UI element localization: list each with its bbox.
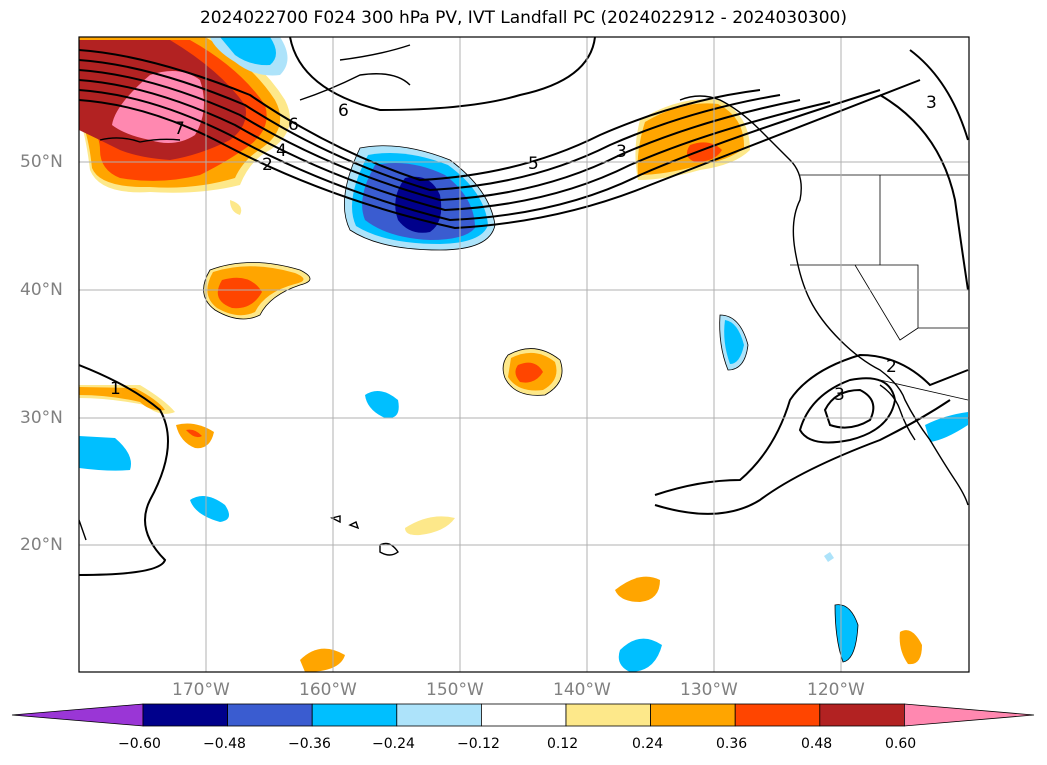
- gridlines: [79, 37, 969, 672]
- colorbar: [11, 703, 1035, 727]
- colorbar-tick-label: −0.60: [118, 736, 161, 752]
- lon-label: 150°W: [426, 680, 484, 700]
- colorbar-segment: [142, 703, 228, 727]
- political-borders: [790, 174, 969, 401]
- map-title: 2024022700 F024 300 hPa PV, IVT Landfall…: [199, 8, 847, 28]
- contour-label: 6: [338, 101, 349, 121]
- lon-label: 120°W: [807, 680, 865, 700]
- lat-label: 50°N: [20, 152, 63, 172]
- lat-label: 40°N: [20, 280, 63, 300]
- colorbar-segment: [396, 703, 482, 727]
- map-border: [78, 36, 970, 673]
- colorbar-tick-label: 0.60: [885, 736, 917, 752]
- colorbar-segment: [565, 703, 651, 727]
- contour-label: 3: [834, 385, 845, 405]
- lat-label: 30°N: [20, 408, 63, 428]
- colorbar-extend-low: [11, 703, 144, 727]
- colorbar-tick-label: −0.36: [288, 736, 331, 752]
- contour-label-group: 1 2 3 4 5 6 7 1 2 3 3 5 6: [110, 93, 937, 405]
- colorbar-tick-label: 0.24: [632, 736, 664, 752]
- contour-label: 1: [110, 379, 121, 399]
- colorbar-tick-label: 0.12: [547, 736, 579, 752]
- colorbar-segment: [650, 703, 736, 727]
- pv-anomaly-trough: [344, 145, 495, 250]
- contour-label: 3: [616, 142, 627, 162]
- lon-label: 140°W: [553, 680, 611, 700]
- contour-label: 2: [262, 155, 273, 175]
- lon-label: 170°W: [172, 680, 230, 700]
- colorbar-extend-high: [904, 703, 1035, 727]
- lon-label: 130°W: [680, 680, 738, 700]
- colorbar-tick-label: 0.48: [801, 736, 833, 752]
- map-plot-area: 1 2 3 4 5 6 7 1 2 3 3 5 6: [79, 37, 969, 672]
- contour-label: 6: [288, 115, 299, 135]
- colorbar-segment: [227, 703, 313, 727]
- pv-anomaly-40n: [203, 262, 310, 319]
- lon-label: 160°W: [299, 680, 357, 700]
- lat-label: 20°N: [20, 535, 63, 555]
- colorbar-segment: [311, 703, 398, 727]
- colorbar-tick-label: −0.48: [203, 736, 246, 752]
- pv-anomaly-subtropic: [503, 348, 563, 396]
- contour-label: 7: [174, 119, 185, 139]
- colorbar-tick-label: 0.36: [716, 736, 748, 752]
- colorbar-segment: [819, 703, 905, 727]
- field-contours: [79, 37, 969, 576]
- contour-label: 3: [926, 93, 937, 113]
- contour-label: 2: [886, 357, 897, 377]
- contour-label: 5: [528, 154, 539, 174]
- anomaly-outlines: [203, 145, 859, 663]
- colorbar-segment: [734, 703, 821, 727]
- colorbar-tick-label: −0.24: [372, 736, 415, 752]
- colorbar-tick-label: −0.12: [457, 736, 500, 752]
- contour-label: 4: [276, 141, 287, 161]
- pv-anomaly-north-blue: [210, 37, 288, 76]
- colorbar-segment: [480, 703, 567, 727]
